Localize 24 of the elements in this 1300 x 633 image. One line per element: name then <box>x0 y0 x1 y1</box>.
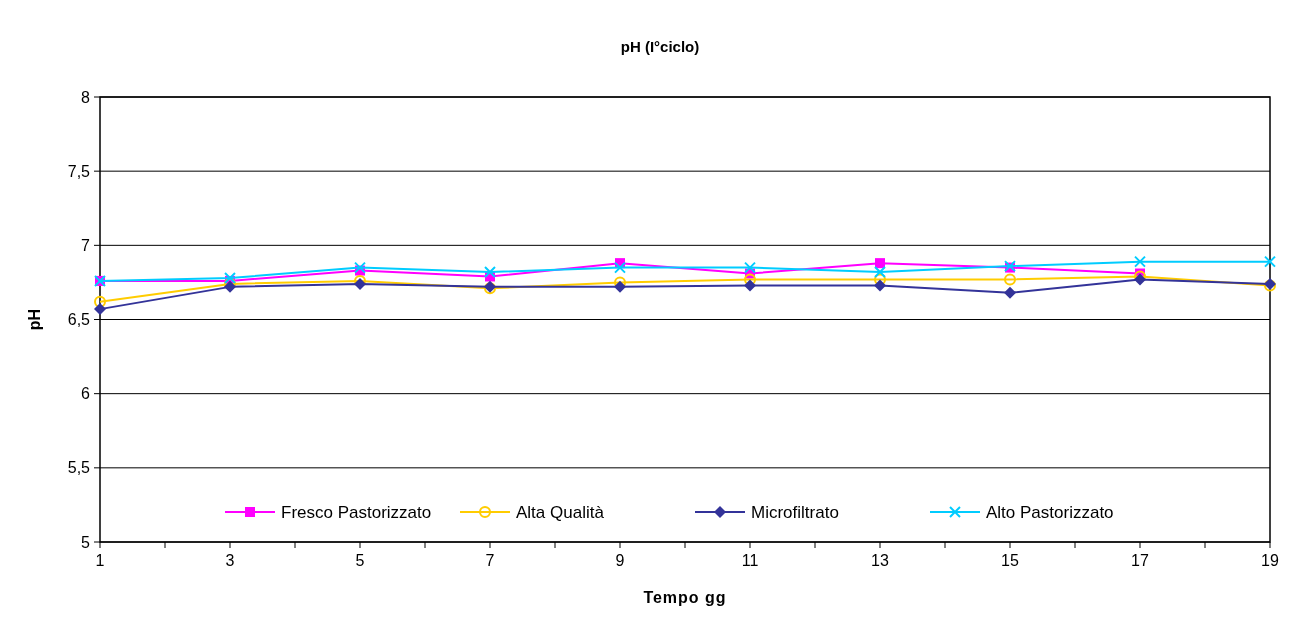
y-tick-label: 6 <box>81 385 91 403</box>
x-tick-label: 13 <box>871 552 889 569</box>
y-axis-title: pH <box>26 308 43 331</box>
x-tick-label: 19 <box>1261 552 1279 569</box>
x-tick-label: 7 <box>485 552 495 569</box>
legend-label: Fresco Pastorizzato <box>281 502 432 522</box>
x-tick-label: 9 <box>615 552 625 569</box>
legend-label: Alta Qualità <box>516 502 605 522</box>
x-axis-title: Tempo gg <box>643 589 727 606</box>
x-tick-label: 17 <box>1131 552 1149 569</box>
x-tick-label: 5 <box>355 552 365 569</box>
y-tick-label: 7 <box>81 236 91 254</box>
x-tick-label: 3 <box>225 552 235 569</box>
x-tick-label: 1 <box>95 552 105 569</box>
x-tick-label: 11 <box>741 552 759 569</box>
y-tick-label: 7,5 <box>67 162 91 180</box>
y-tick-label: 5 <box>81 533 91 551</box>
legend-label: Microfiltrato <box>751 502 839 522</box>
legend-label: Alto Pastorizzato <box>986 502 1114 522</box>
x-tick-label: 15 <box>1001 552 1019 569</box>
chart-title: pH (I°ciclo) <box>620 38 700 55</box>
y-tick-label: 6,5 <box>67 311 91 329</box>
y-tick-label: 5,5 <box>67 459 91 477</box>
y-tick-label: 8 <box>81 88 91 106</box>
